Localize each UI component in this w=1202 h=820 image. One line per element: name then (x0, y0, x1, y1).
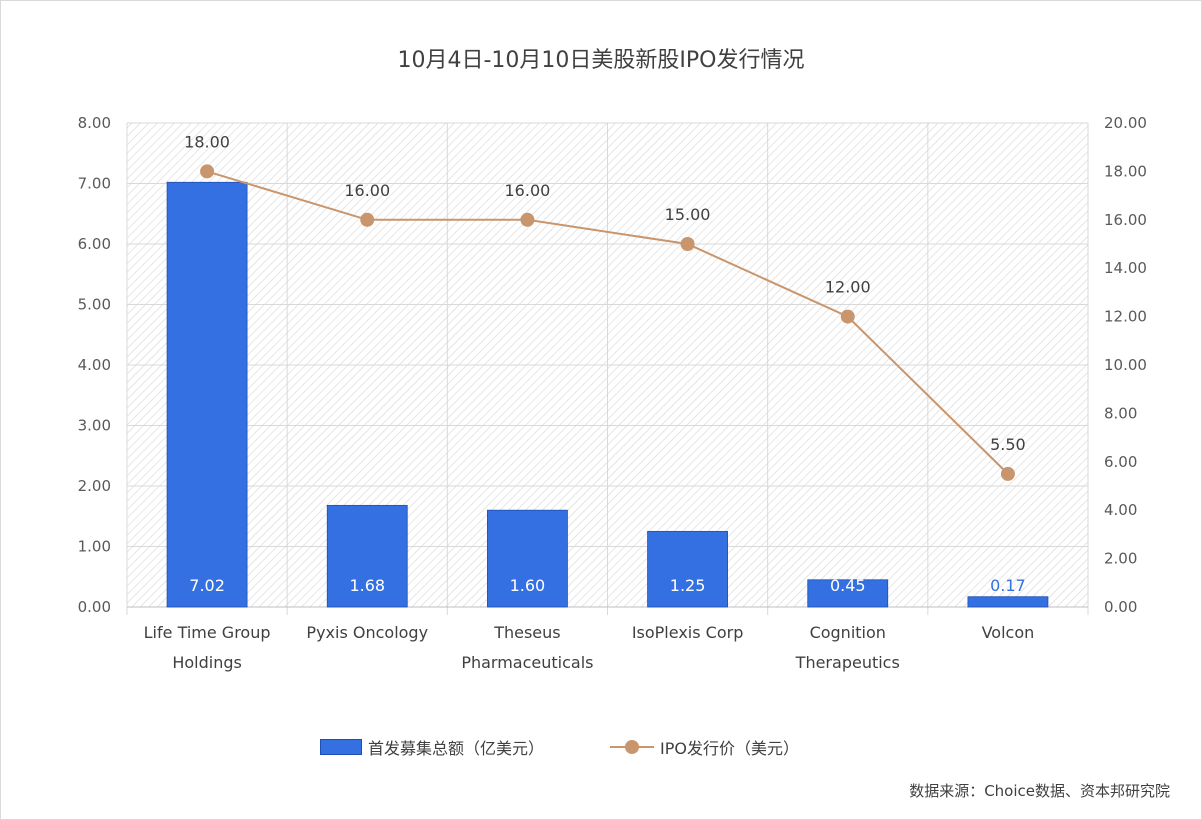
bar (647, 530, 728, 608)
y-left-tick-label: 8.00 (78, 114, 111, 132)
y-right-tick-label: 18.00 (1104, 162, 1147, 180)
x-tick-label: Holdings (172, 653, 242, 672)
bar-data-label: 7.02 (189, 576, 225, 595)
bar (967, 596, 1049, 608)
y-left-tick-label: 3.00 (78, 417, 111, 435)
x-tick-label: Pyxis Oncology (306, 623, 428, 642)
legend-bar-swatch (320, 739, 362, 755)
price-point (840, 309, 855, 324)
y-right-tick-label: 8.00 (1104, 404, 1137, 422)
bar (326, 504, 408, 608)
y-right-tick-label: 4.00 (1104, 501, 1137, 519)
y-right-tick-label: 16.00 (1104, 211, 1147, 229)
price-point (360, 212, 375, 227)
y-right-tick-label: 10.00 (1104, 356, 1147, 374)
x-tick-label: Cognition (810, 623, 886, 642)
price-data-label: 15.00 (665, 205, 711, 224)
price-point (1000, 466, 1015, 481)
price-line (206, 170, 1009, 475)
y-left-tick-label: 2.00 (78, 477, 111, 495)
y-right-tick-label: 12.00 (1104, 308, 1147, 326)
chart-title: 10月4日-10月10日美股新股IPO发行情况 (397, 48, 805, 73)
bar-data-label: 0.45 (830, 576, 866, 595)
legend-line-swatch (610, 740, 654, 754)
bar (166, 181, 248, 608)
y-left-tick-label: 7.00 (78, 175, 111, 193)
y-right-tick-label: 6.00 (1104, 453, 1137, 471)
price-point (200, 164, 215, 179)
y-left-tick-label: 5.00 (78, 296, 111, 314)
x-tick-label: Theseus (493, 623, 560, 642)
price-data-label: 12.00 (825, 278, 871, 297)
bar-data-label: 1.68 (349, 576, 385, 595)
x-tick-label: Life Time Group (144, 623, 271, 642)
x-tick-label: Therapeutics (795, 653, 900, 672)
bar-data-label: 1.25 (670, 576, 706, 595)
price-data-label: 5.50 (990, 435, 1026, 454)
legend-item-line: IPO发行价（美元） (610, 736, 799, 758)
legend-item-bar: 首发募集总额（亿美元） (320, 736, 544, 758)
bar-data-label: 1.60 (510, 576, 546, 595)
y-right-tick-label: 14.00 (1104, 259, 1147, 277)
y-right-tick-label: 20.00 (1104, 114, 1147, 132)
price-data-label: 18.00 (184, 132, 230, 151)
bar-data-label: 0.17 (990, 576, 1026, 595)
x-tick-label: IsoPlexis Corp (632, 623, 744, 642)
price-point (680, 237, 695, 251)
y-left-tick-label: 4.00 (78, 356, 111, 374)
bar (487, 509, 568, 608)
price-data-label: 16.00 (344, 181, 390, 200)
y-right-tick-label: 0.00 (1104, 598, 1137, 616)
bar (807, 579, 889, 608)
source-note: 数据来源：Choice数据、资本邦研究院 (909, 782, 1170, 800)
price-point (520, 212, 535, 227)
price-data-label: 16.00 (505, 181, 551, 200)
y-left-tick-label: 1.00 (78, 538, 111, 556)
x-tick-label: Volcon (982, 623, 1035, 642)
y-left-tick-label: 6.00 (78, 235, 111, 253)
y-right-tick-label: 2.00 (1104, 550, 1137, 568)
x-tick-label: Pharmaceuticals (461, 653, 593, 672)
legend-label-bar: 首发募集总额（亿美元） (368, 739, 545, 758)
y-left-tick-label: 0.00 (78, 598, 111, 616)
legend-label-line: IPO发行价（美元） (660, 739, 799, 758)
